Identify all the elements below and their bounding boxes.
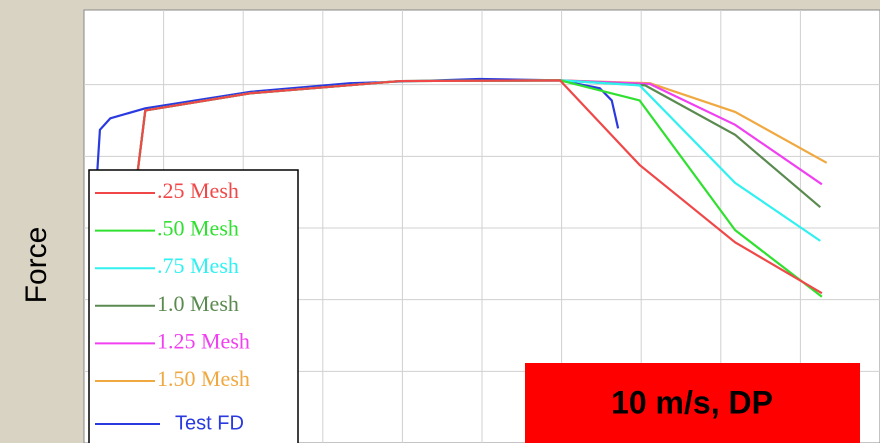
legend-label: 1.50 Mesh [157,366,250,391]
legend [88,169,299,448]
series-line [102,79,823,444]
legend-label: .50 Mesh [157,216,239,241]
legend-label: 1.0 Mesh [157,291,239,316]
annotation-box [525,363,860,443]
y-axis-label: Force [20,227,53,304]
legend-label: 1.25 Mesh [157,328,250,353]
legend-label: .75 Mesh [157,253,239,278]
legend-label: .25 Mesh [157,178,239,203]
annotation: 10 m/s, DP [611,384,773,420]
legend-label: Test FD [175,412,244,434]
